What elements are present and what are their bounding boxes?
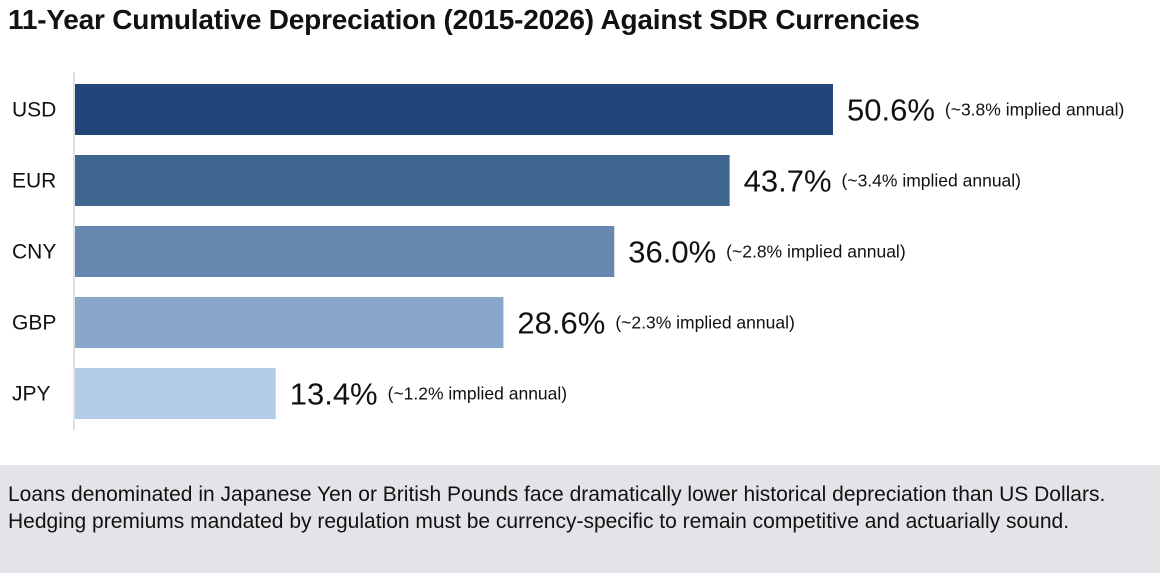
footer-note: Loans denominated in Japanese Yen or Bri…: [0, 465, 1160, 573]
value-label-usd: 50.6%: [847, 93, 935, 128]
annotation-eur: (~3.4% implied annual): [842, 171, 1021, 191]
value-label-jpy: 13.4%: [290, 377, 378, 412]
category-label-eur: EUR: [12, 170, 56, 193]
bar-cny: [75, 226, 615, 277]
bar-eur: [75, 155, 730, 206]
annotation-usd: (~3.8% implied annual): [945, 100, 1124, 120]
category-label-cny: CNY: [12, 241, 56, 264]
annotation-cny: (~2.8% implied annual): [726, 242, 905, 262]
footer-text: Loans denominated in Japanese Yen or Bri…: [8, 483, 1106, 533]
category-label-gbp: GBP: [12, 312, 56, 335]
value-label-gbp: 28.6%: [517, 306, 605, 341]
annotation-gbp: (~2.3% implied annual): [615, 313, 794, 333]
category-label-usd: USD: [12, 99, 56, 122]
chart-title: 11-Year Cumulative Depreciation (2015-20…: [8, 4, 920, 35]
annotation-jpy: (~1.2% implied annual): [388, 384, 567, 404]
category-label-jpy: JPY: [12, 383, 51, 406]
bar-chart: USD 50.6% (~3.8% implied annual) EUR 43.7% (~…: [12, 72, 1124, 430]
bar-usd: [75, 84, 833, 135]
bar-jpy: [75, 368, 276, 419]
bar-gbp: [75, 297, 504, 348]
value-label-eur: 43.7%: [744, 164, 832, 199]
value-label-cny: 36.0%: [628, 235, 716, 270]
